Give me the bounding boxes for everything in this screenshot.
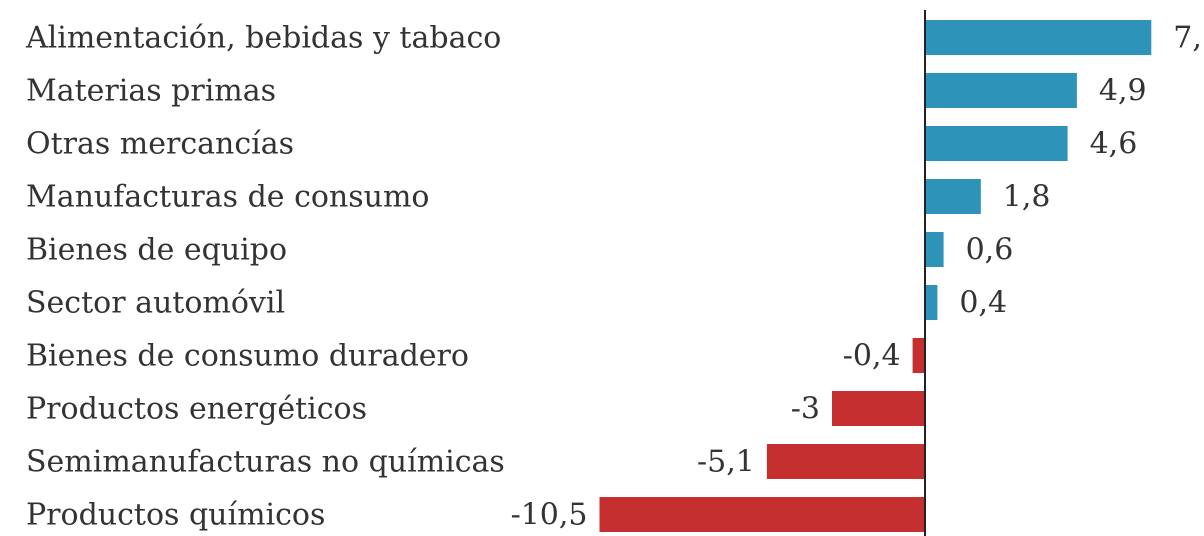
value-label: 4,9 — [1099, 74, 1147, 109]
bar — [832, 391, 925, 426]
category-label: Sector automóvil — [26, 286, 285, 321]
category-label: Alimentación, bebidas y tabaco — [25, 21, 501, 56]
value-label: -10,5 — [511, 498, 588, 533]
bar — [925, 73, 1077, 108]
category-label: Manufacturas de consumo — [26, 180, 429, 215]
category-label: Otras mercancías — [26, 127, 294, 162]
value-label: 0,4 — [959, 286, 1007, 321]
bar — [912, 338, 925, 373]
category-label: Productos químicos — [26, 498, 325, 533]
value-labels: 7,3 4,9 4,6 1,8 0,6 0,4 -0,4 -3 -5,1 -10,5 — [511, 21, 1204, 533]
category-label: Semimanufacturas no químicas — [26, 445, 505, 480]
value-label: 0,6 — [966, 233, 1014, 268]
value-label: -5,1 — [697, 445, 755, 480]
bar — [925, 232, 944, 267]
bar — [925, 20, 1152, 55]
value-label: 4,6 — [1090, 127, 1138, 162]
value-label: -3 — [791, 392, 820, 427]
bar — [925, 285, 938, 320]
value-label: 1,8 — [1003, 180, 1051, 215]
bar — [925, 126, 1068, 161]
category-labels: Alimentación, bebidas y tabaco Materias p… — [25, 21, 505, 533]
value-label: 7,3 — [1173, 21, 1204, 56]
category-label: Bienes de equipo — [26, 233, 287, 268]
category-label: Bienes de consumo duradero — [26, 339, 469, 374]
bar — [599, 497, 925, 532]
bar — [766, 444, 925, 479]
category-label: Productos energéticos — [26, 392, 367, 427]
bars — [599, 20, 1152, 532]
category-label: Materias primas — [26, 74, 276, 109]
bar — [925, 179, 981, 214]
value-label: -0,4 — [843, 339, 901, 374]
